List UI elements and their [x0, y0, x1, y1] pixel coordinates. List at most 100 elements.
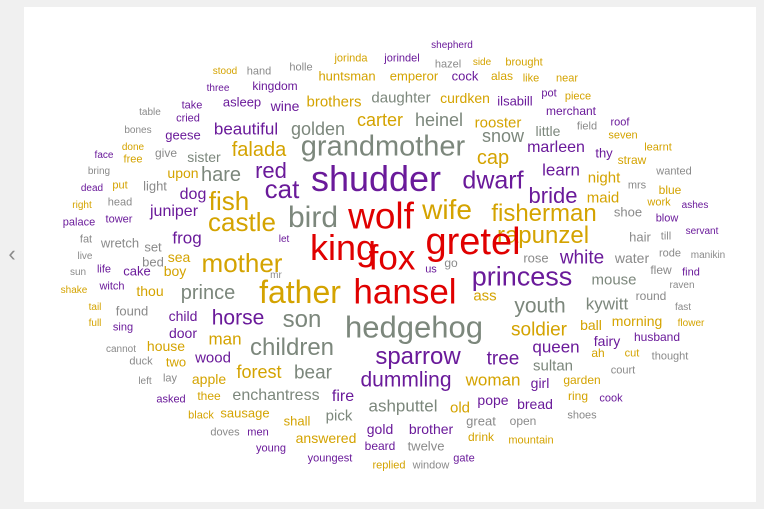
word-cloud-term: twelve	[407, 438, 445, 454]
word-cloud-term: carter	[356, 110, 404, 130]
word-cloud-term: house	[146, 338, 186, 354]
word-cloud-term: children	[249, 334, 335, 361]
word-cloud-term: hedgehog	[345, 309, 483, 345]
word-cloud-term: servant	[685, 226, 719, 237]
word-cloud-term: find	[682, 266, 700, 279]
word-cloud-term: flower	[677, 318, 705, 329]
word-cloud-term: brother	[408, 421, 454, 437]
word-cloud-term: princess	[471, 261, 573, 292]
word-cloud-term: boy	[163, 263, 187, 279]
word-cloud-term: wood	[195, 349, 231, 367]
word-cloud-term: fast	[674, 302, 692, 313]
word-cloud-term: palace	[62, 216, 96, 229]
word-cloud-term: emperor	[389, 68, 439, 84]
word-cloud-term: ashputtel	[368, 396, 438, 416]
word-cloud-term: rose	[523, 250, 549, 266]
word-cloud-term: blue	[658, 183, 682, 197]
word-cloud-term: light	[143, 178, 167, 194]
word-cloud-term: side	[472, 57, 492, 68]
word-cloud-term: night	[587, 169, 621, 187]
word-cloud-term: lay	[162, 372, 178, 385]
word-cloud-term: work	[647, 196, 671, 209]
word-cloud-term: field	[576, 120, 598, 133]
word-cloud-term: stood	[212, 66, 238, 77]
word-cloud-term: gretel	[425, 221, 521, 263]
word-cloud-term: rapunzel	[496, 222, 590, 249]
word-cloud-term: huntsman	[318, 68, 376, 84]
word-cloud-term: tower	[105, 213, 133, 226]
word-cloud-term: men	[247, 426, 269, 439]
word-cloud-term: duck	[129, 355, 153, 368]
word-cloud-term: take	[181, 99, 203, 112]
word-cloud-term: cried	[176, 112, 200, 125]
word-cloud-term: juniper	[149, 203, 199, 220]
word-cloud-term: till	[660, 230, 672, 243]
word-cloud-term: wolf	[348, 195, 414, 237]
word-cloud-term: door	[168, 325, 198, 341]
word-cloud-term: hansel	[353, 272, 457, 312]
word-cloud-term: free	[123, 153, 143, 166]
word-cloud-term: mouse	[591, 271, 637, 289]
word-cloud-term: upon	[167, 165, 199, 181]
word-cloud-term: face	[94, 150, 114, 161]
word-cloud-term: shepherd	[431, 40, 473, 51]
word-cloud-term: cake	[123, 263, 151, 279]
word-cloud-term: enchantress	[232, 387, 320, 404]
word-cloud-term: court	[610, 364, 636, 377]
word-cloud-term: garden	[563, 373, 601, 387]
word-cloud-term: sister	[187, 149, 221, 165]
word-cloud-term: pope	[477, 392, 509, 408]
word-cloud-term: thou	[136, 283, 164, 299]
word-cloud-term: king	[309, 227, 377, 268]
word-cloud-term: wine	[270, 98, 300, 114]
word-cloud-term: queen	[532, 337, 580, 357]
word-cloud-term: bear	[293, 362, 333, 384]
word-cloud-term: round	[635, 289, 667, 303]
chevron-left-icon[interactable]: ‹	[8, 241, 16, 266]
word-cloud-term: hair	[629, 229, 651, 245]
word-cloud-term: morning	[611, 313, 663, 329]
word-cloud-term: raven	[669, 280, 695, 291]
word-cloud-term: bride	[528, 183, 578, 208]
word-cloud-term: asleep	[222, 94, 262, 110]
word-cloud-term: table	[139, 107, 161, 118]
word-cloud-term: fat	[79, 233, 93, 246]
word-cloud-term: brought	[505, 56, 543, 69]
word-cloud-term: dwarf	[462, 166, 524, 195]
word-cloud-term: cock	[451, 68, 479, 84]
word-cloud-term: old	[449, 399, 471, 417]
word-cloud-term: wanted	[656, 165, 692, 178]
word-cloud-term: shall	[283, 413, 311, 429]
word-cloud-term: kywitt	[585, 294, 629, 314]
word-cloud-term: found	[115, 303, 149, 319]
word-cloud-term: heinel	[414, 110, 464, 130]
word-cloud-term: mountain	[508, 434, 554, 447]
word-cloud-term: child	[168, 308, 198, 324]
word-cloud-term: asked	[156, 393, 186, 406]
word-cloud-term: water	[614, 250, 650, 266]
word-cloud-term: husband	[633, 330, 681, 344]
word-cloud-term: mother	[201, 248, 283, 278]
word-cloud-term: live	[77, 251, 93, 262]
word-cloud-term: learn	[542, 160, 580, 180]
word-cloud-term: shoe	[613, 204, 643, 220]
word-cloud-term: gate	[453, 452, 475, 465]
word-cloud-term: cap	[476, 147, 510, 169]
word-cloud-term: son	[282, 306, 322, 333]
word-cloud-term: prince	[180, 282, 236, 304]
word-cloud-term: fire	[331, 388, 355, 405]
word-cloud-term: wife	[422, 194, 472, 225]
word-cloud-term: life	[96, 263, 112, 276]
word-cloud-term: wretch	[100, 235, 140, 251]
word-cloud-term: brothers	[306, 93, 362, 111]
word-cloud-term: hand	[246, 65, 272, 78]
word-cloud-term: alas	[490, 69, 514, 83]
word-cloud-term: youth	[514, 294, 566, 318]
word-cloud-term: ah	[591, 346, 605, 360]
word-cloud-panel	[24, 7, 756, 502]
word-cloud-term: mr	[270, 270, 282, 281]
word-cloud-term: red	[255, 158, 287, 183]
word-cloud-term: daughter	[371, 89, 431, 107]
word-cloud-term: thee	[197, 389, 221, 403]
word-cloud-term: sausage	[220, 405, 270, 421]
